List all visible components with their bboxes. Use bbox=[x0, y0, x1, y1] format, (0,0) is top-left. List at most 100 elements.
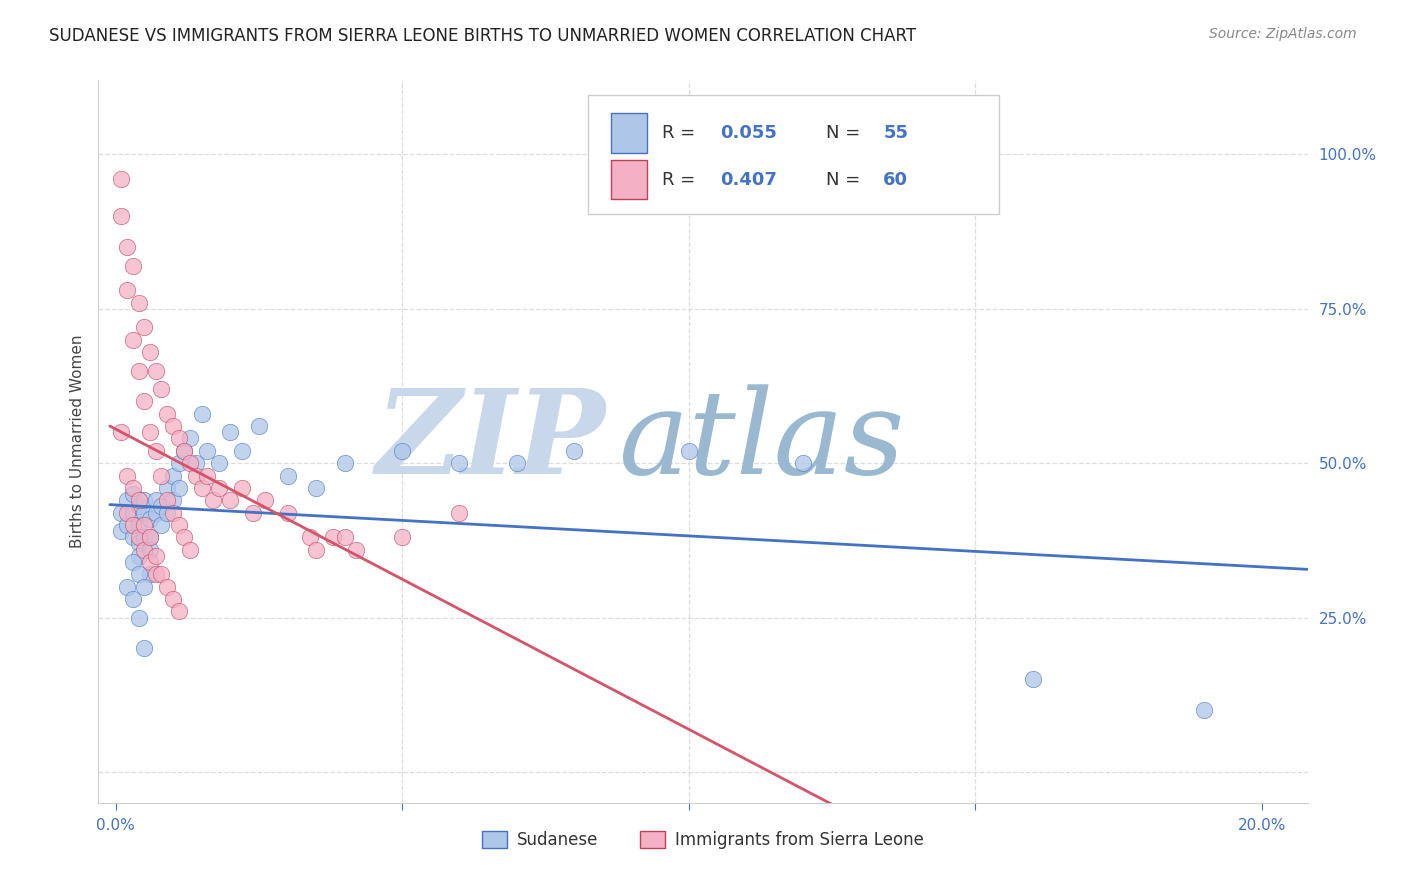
Point bbox=[115, 506, 138, 520]
Legend: Sudanese, Immigrants from Sierra Leone: Sudanese, Immigrants from Sierra Leone bbox=[475, 824, 931, 856]
Point bbox=[139, 345, 162, 359]
Point bbox=[184, 456, 207, 470]
Point bbox=[156, 506, 179, 520]
Point bbox=[173, 443, 195, 458]
Point bbox=[219, 493, 242, 508]
Point bbox=[134, 542, 156, 557]
Point bbox=[150, 500, 173, 514]
Point bbox=[277, 468, 299, 483]
Point bbox=[121, 487, 143, 501]
Point bbox=[110, 425, 132, 440]
Point bbox=[121, 517, 143, 532]
Text: 0.055: 0.055 bbox=[720, 124, 776, 142]
Point bbox=[184, 468, 207, 483]
Point bbox=[231, 443, 253, 458]
Point bbox=[156, 407, 179, 421]
Point bbox=[134, 517, 156, 532]
Point bbox=[121, 259, 143, 273]
Text: R =: R = bbox=[662, 170, 700, 188]
Point bbox=[162, 493, 184, 508]
Point bbox=[145, 506, 167, 520]
Point bbox=[145, 363, 167, 377]
Text: 60: 60 bbox=[883, 170, 908, 188]
Point bbox=[110, 506, 132, 520]
Point bbox=[1194, 703, 1216, 717]
Point bbox=[128, 536, 150, 550]
Point bbox=[150, 382, 173, 396]
Point bbox=[1021, 673, 1043, 687]
Point bbox=[333, 456, 356, 470]
Point bbox=[150, 468, 173, 483]
Point bbox=[242, 506, 264, 520]
Y-axis label: Births to Unmarried Women: Births to Unmarried Women bbox=[69, 334, 84, 549]
Text: N =: N = bbox=[827, 124, 866, 142]
Point bbox=[162, 468, 184, 483]
Point bbox=[391, 443, 413, 458]
Point bbox=[128, 549, 150, 563]
Text: 0.407: 0.407 bbox=[720, 170, 776, 188]
Point bbox=[128, 493, 150, 508]
Point bbox=[156, 481, 179, 495]
Point bbox=[110, 209, 132, 223]
Point bbox=[134, 530, 156, 544]
Point bbox=[449, 456, 471, 470]
Point bbox=[134, 641, 156, 656]
Point bbox=[128, 517, 150, 532]
Point bbox=[179, 456, 201, 470]
Point bbox=[128, 363, 150, 377]
Point bbox=[121, 530, 143, 544]
Point bbox=[145, 493, 167, 508]
Point bbox=[145, 549, 167, 563]
Point bbox=[121, 333, 143, 347]
Point bbox=[156, 493, 179, 508]
Point bbox=[139, 425, 162, 440]
Point bbox=[139, 530, 162, 544]
Text: ZIP: ZIP bbox=[377, 384, 606, 499]
Point bbox=[162, 419, 184, 434]
Text: R =: R = bbox=[662, 124, 700, 142]
Point bbox=[167, 604, 190, 618]
Point bbox=[121, 481, 143, 495]
Point bbox=[121, 506, 143, 520]
Point bbox=[167, 456, 190, 470]
Point bbox=[231, 481, 253, 495]
Point bbox=[139, 567, 162, 582]
Text: atlas: atlas bbox=[619, 384, 904, 499]
Point bbox=[139, 542, 162, 557]
Point bbox=[167, 432, 190, 446]
Point bbox=[139, 530, 162, 544]
Point bbox=[190, 481, 212, 495]
Point bbox=[145, 567, 167, 582]
Text: Source: ZipAtlas.com: Source: ZipAtlas.com bbox=[1209, 27, 1357, 41]
Point bbox=[128, 500, 150, 514]
Point bbox=[134, 394, 156, 409]
Point bbox=[139, 555, 162, 569]
Point bbox=[128, 530, 150, 544]
Point bbox=[305, 481, 328, 495]
Point bbox=[179, 542, 201, 557]
FancyBboxPatch shape bbox=[588, 95, 1000, 214]
Point bbox=[167, 517, 190, 532]
Point bbox=[115, 283, 138, 297]
Point bbox=[134, 493, 156, 508]
Point bbox=[128, 295, 150, 310]
Point bbox=[299, 530, 322, 544]
Point bbox=[121, 555, 143, 569]
Point bbox=[195, 443, 218, 458]
Point bbox=[121, 592, 143, 607]
Point bbox=[150, 517, 173, 532]
Point bbox=[195, 468, 218, 483]
FancyBboxPatch shape bbox=[612, 112, 647, 153]
Point bbox=[678, 443, 700, 458]
Point bbox=[115, 468, 138, 483]
Point bbox=[190, 407, 212, 421]
Point bbox=[305, 542, 328, 557]
Point bbox=[322, 530, 344, 544]
Point bbox=[115, 580, 138, 594]
Point bbox=[134, 580, 156, 594]
Point bbox=[562, 443, 585, 458]
Point bbox=[145, 443, 167, 458]
Point bbox=[128, 567, 150, 582]
Point bbox=[391, 530, 413, 544]
Point bbox=[792, 456, 814, 470]
